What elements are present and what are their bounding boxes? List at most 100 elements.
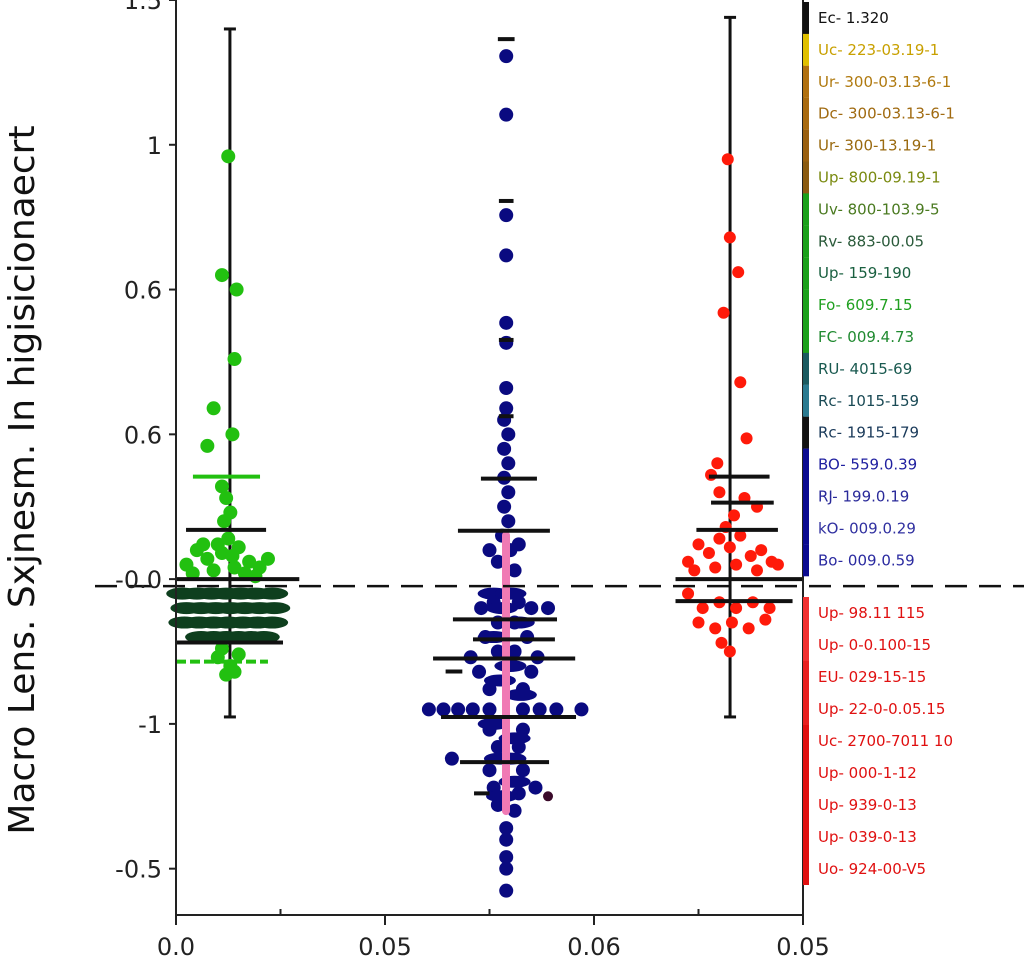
- data-point: [688, 564, 701, 577]
- legend-item: Ec- 1.320: [803, 2, 889, 34]
- data-point: [421, 702, 436, 717]
- data-point: [740, 432, 753, 445]
- data-point: [214, 268, 229, 283]
- data-point: [742, 622, 755, 635]
- legend-item: FC- 009.4.73: [803, 321, 914, 353]
- legend-item: RU- 4015-69: [803, 352, 912, 385]
- legend-item: Ur- 300-13.19-1: [803, 129, 936, 162]
- data-point: [227, 352, 242, 367]
- data-point: [730, 602, 743, 615]
- legend-item: Up- 0-0.100-15: [803, 629, 931, 661]
- legend-color-bar: [803, 225, 809, 258]
- data-point: [206, 563, 221, 578]
- y-tick-label: -0.0: [115, 566, 162, 594]
- data-point: [734, 376, 747, 389]
- legend-item: Up- 000-1-12: [803, 757, 917, 789]
- legend-label: Bo- 009.0.59: [818, 551, 915, 569]
- data-point: [520, 630, 535, 645]
- plot-marks: [166, 15, 803, 898]
- legend-label: Uc- 2700-7011 10: [818, 732, 953, 750]
- legend-color-bar: [803, 193, 809, 226]
- data-point: [751, 564, 764, 577]
- data-point: [524, 601, 539, 616]
- data-point: [499, 861, 514, 876]
- y-tick-label: 1: [147, 132, 162, 160]
- legend-item: Fo- 609.7.15: [803, 289, 913, 322]
- legend-color-bar: [803, 257, 809, 290]
- legend-label: Up- 22-0-0.05.15: [818, 700, 945, 718]
- data-point: [730, 558, 743, 571]
- data-point: [229, 282, 244, 297]
- data-point: [501, 485, 516, 500]
- legend-color-bar: [803, 629, 809, 661]
- legend-color-bar: [803, 693, 809, 725]
- data-point: [499, 335, 514, 350]
- legend-item: Up- 039-0-13: [803, 821, 917, 853]
- legend-label: Up- 000-1-12: [818, 764, 917, 782]
- data-point: [227, 560, 242, 575]
- data-point: [499, 49, 514, 64]
- legend-label: Uc- 223-03.19-1: [818, 41, 939, 59]
- data-point: [734, 529, 747, 542]
- legend-color-bar: [803, 161, 809, 194]
- data-point: [242, 554, 257, 569]
- legend-label: Ur- 300-03.13-6-1: [818, 73, 951, 91]
- data-point: [682, 587, 695, 600]
- legend-item: Dc- 300-03.13-6-1: [803, 97, 955, 130]
- data-point: [482, 702, 497, 717]
- y-tick-label: -0.5: [115, 856, 162, 884]
- y-tick-label: 1.5: [124, 0, 162, 15]
- data-point: [248, 569, 263, 584]
- legend-item: Up- 159-190: [803, 257, 911, 290]
- legend: Ec- 1.320 Uc- 223-03.19-1 Ur- 300-03.13-6-…: [803, 2, 955, 885]
- data-point: [723, 645, 736, 658]
- data-point: [728, 509, 741, 522]
- data-point: [490, 644, 505, 659]
- data-point: [260, 551, 275, 566]
- data-point: [497, 441, 512, 456]
- dense-data-point: [256, 616, 289, 629]
- legend-item: Rc- 1015-159: [803, 384, 919, 417]
- data-point: [225, 548, 240, 563]
- data-point: [200, 438, 215, 453]
- legend-label: Dc- 300-03.13-6-1: [818, 105, 955, 123]
- legend-color-bar: [803, 480, 809, 513]
- data-point: [499, 107, 514, 122]
- legend-item: Up- 98.11 115: [803, 597, 925, 629]
- legend-label: Up- 039-0-13: [818, 828, 917, 846]
- data-point: [474, 601, 489, 616]
- legend-item: EU- 029-15-15: [803, 661, 926, 693]
- data-point: [771, 558, 784, 571]
- data-point: [507, 644, 522, 659]
- data-point: [501, 427, 516, 442]
- data-point: [499, 850, 514, 865]
- legend-label: Rc- 1915-179: [818, 424, 919, 442]
- data-point: [451, 702, 466, 717]
- legend-item: Uo- 924-00-V5: [803, 853, 926, 885]
- data-point: [511, 537, 526, 552]
- legend-label: Uv- 800-103.9-5: [818, 200, 940, 218]
- legend-color-bar: [803, 661, 809, 693]
- data-point: [541, 601, 556, 616]
- data-point: [221, 531, 236, 546]
- data-point: [549, 702, 564, 717]
- x-tick-label: 0.06: [567, 933, 620, 961]
- data-point: [723, 541, 736, 554]
- legend-color-bar: [803, 512, 809, 545]
- data-point: [217, 514, 232, 529]
- legend-color-bar: [803, 352, 809, 385]
- data-point: [507, 803, 522, 818]
- legend-color-bar: [803, 544, 809, 577]
- legend-item: Up- 800-09.19-1: [803, 161, 941, 194]
- data-point: [499, 401, 514, 416]
- legend-color-bar: [803, 448, 809, 481]
- legend-color-bar: [803, 789, 809, 821]
- data-point: [528, 780, 543, 795]
- data-point: [515, 763, 530, 778]
- dense-data-point: [258, 602, 291, 615]
- data-point: [717, 306, 730, 319]
- data-point: [501, 456, 516, 471]
- legend-item: BO- 559.0.39: [803, 448, 917, 481]
- data-point: [499, 315, 514, 330]
